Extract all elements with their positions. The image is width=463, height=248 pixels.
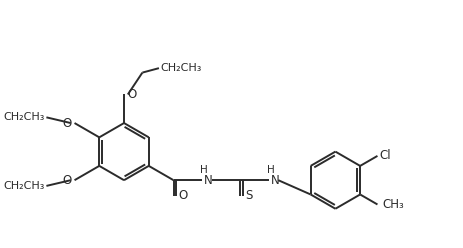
Text: O: O bbox=[126, 88, 136, 101]
Text: Cl: Cl bbox=[379, 149, 390, 162]
Text: CH₂CH₃: CH₂CH₃ bbox=[161, 63, 202, 73]
Text: O: O bbox=[63, 174, 71, 187]
Text: CH₂CH₃: CH₂CH₃ bbox=[3, 112, 44, 122]
Text: O: O bbox=[63, 117, 71, 129]
Text: O: O bbox=[178, 189, 187, 202]
Text: CH₃: CH₃ bbox=[382, 198, 403, 211]
Text: H: H bbox=[200, 165, 207, 175]
Text: CH₂CH₃: CH₂CH₃ bbox=[3, 181, 44, 191]
Text: N: N bbox=[270, 174, 279, 187]
Text: N: N bbox=[204, 174, 212, 187]
Text: H: H bbox=[266, 165, 274, 175]
Text: S: S bbox=[244, 189, 252, 202]
